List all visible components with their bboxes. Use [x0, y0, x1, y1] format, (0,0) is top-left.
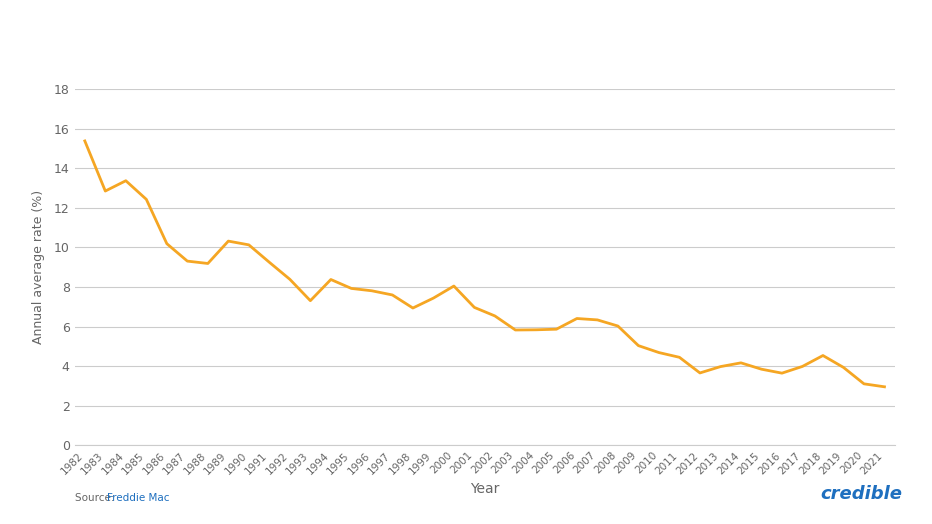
Text: Source:: Source: [75, 493, 120, 503]
Text: credible: credible [820, 485, 902, 503]
Text: Freddie Mac: Freddie Mac [107, 493, 170, 503]
X-axis label: Year: Year [470, 482, 500, 496]
Y-axis label: Annual average rate (%): Annual average rate (%) [33, 190, 46, 344]
Text: Average 30-year fixed mortgage rates over the past 39 years: Average 30-year fixed mortgage rates ove… [104, 21, 828, 41]
